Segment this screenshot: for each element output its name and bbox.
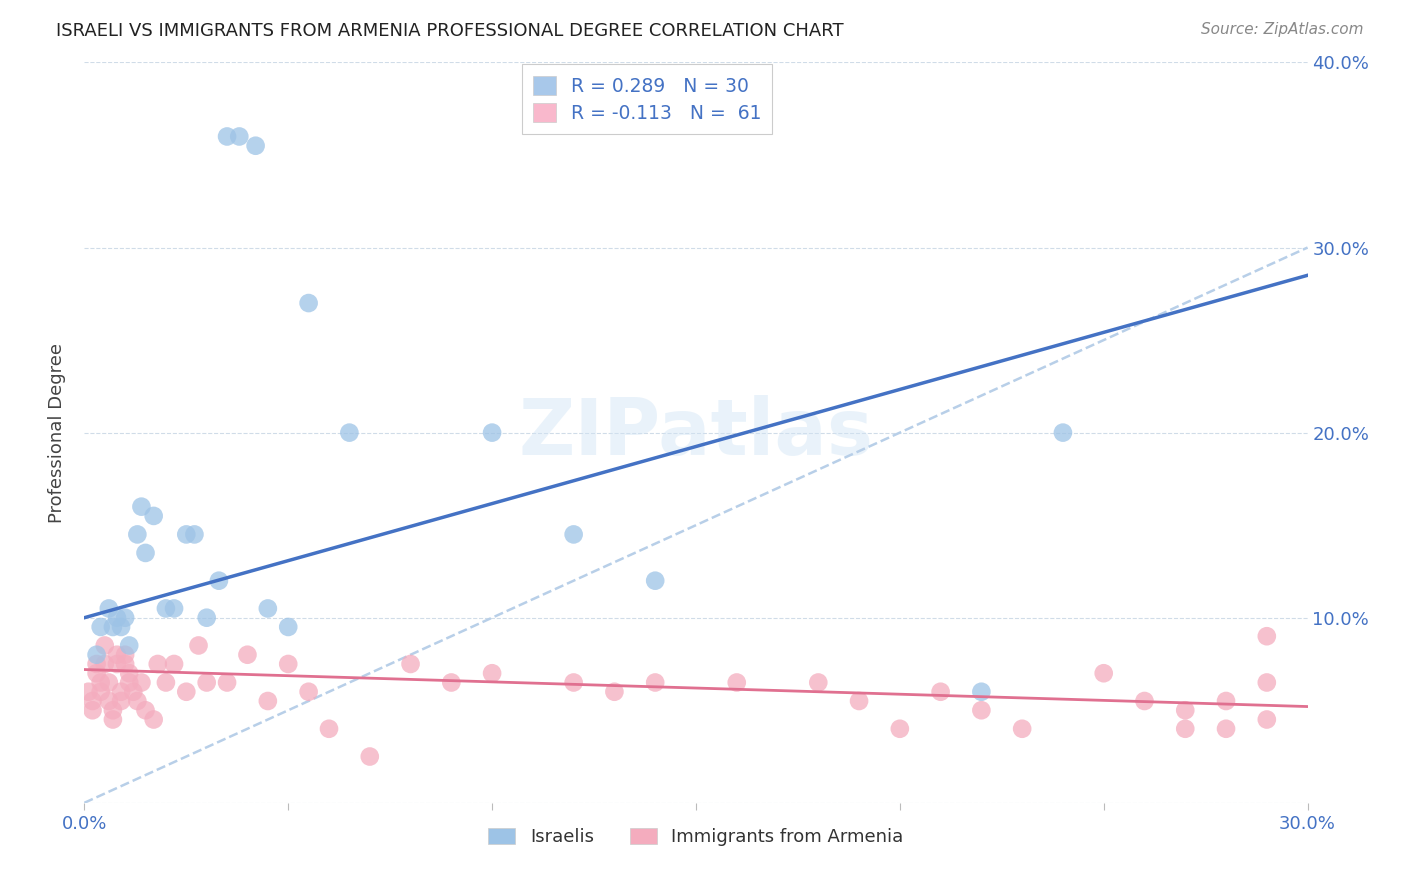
Point bbox=[298, 296, 321, 310]
Point bbox=[481, 425, 503, 440]
Point bbox=[359, 749, 381, 764]
Point bbox=[93, 639, 115, 653]
Point bbox=[146, 657, 169, 671]
Point bbox=[187, 639, 209, 653]
Text: ISRAELI VS IMMIGRANTS FROM ARMENIA PROFESSIONAL DEGREE CORRELATION CHART: ISRAELI VS IMMIGRANTS FROM ARMENIA PROFE… bbox=[56, 22, 844, 40]
Point bbox=[131, 500, 153, 514]
Point bbox=[725, 675, 748, 690]
Point bbox=[97, 601, 120, 615]
Point bbox=[277, 620, 299, 634]
Point bbox=[155, 675, 177, 690]
Point bbox=[277, 657, 299, 671]
Point bbox=[1092, 666, 1115, 681]
Point bbox=[110, 620, 132, 634]
Point bbox=[440, 675, 463, 690]
Point bbox=[97, 694, 120, 708]
Point bbox=[195, 610, 218, 624]
Point bbox=[118, 639, 141, 653]
Point bbox=[1215, 722, 1237, 736]
Point bbox=[1215, 694, 1237, 708]
Point bbox=[155, 601, 177, 615]
Point bbox=[970, 703, 993, 717]
Point bbox=[208, 574, 231, 588]
Point bbox=[105, 648, 128, 662]
Legend: Israelis, Immigrants from Armenia: Israelis, Immigrants from Armenia bbox=[481, 821, 911, 853]
Point bbox=[1256, 713, 1278, 727]
Point bbox=[1011, 722, 1033, 736]
Point bbox=[82, 703, 104, 717]
Point bbox=[101, 620, 124, 634]
Point bbox=[110, 685, 132, 699]
Point bbox=[86, 666, 108, 681]
Point bbox=[195, 675, 218, 690]
Point bbox=[970, 685, 993, 699]
Point bbox=[562, 527, 585, 541]
Point bbox=[1174, 703, 1197, 717]
Point bbox=[77, 685, 100, 699]
Point bbox=[131, 675, 153, 690]
Point bbox=[298, 685, 321, 699]
Point bbox=[163, 657, 186, 671]
Point bbox=[142, 508, 165, 523]
Point bbox=[245, 138, 267, 153]
Point bbox=[644, 574, 666, 588]
Point bbox=[97, 675, 120, 690]
Point bbox=[174, 527, 197, 541]
Point bbox=[135, 703, 157, 717]
Point bbox=[848, 694, 870, 708]
Point bbox=[86, 657, 108, 671]
Point bbox=[217, 129, 239, 144]
Point bbox=[114, 648, 136, 662]
Point bbox=[318, 722, 340, 736]
Point bbox=[481, 666, 503, 681]
Point bbox=[183, 527, 205, 541]
Point bbox=[807, 675, 830, 690]
Point bbox=[644, 675, 666, 690]
Point bbox=[217, 675, 239, 690]
Point bbox=[90, 675, 112, 690]
Point bbox=[163, 601, 186, 615]
Point bbox=[110, 694, 132, 708]
Point bbox=[562, 675, 585, 690]
Point bbox=[101, 703, 124, 717]
Point bbox=[174, 685, 197, 699]
Point bbox=[122, 685, 145, 699]
Point bbox=[929, 685, 952, 699]
Point bbox=[1133, 694, 1156, 708]
Point bbox=[114, 610, 136, 624]
Point bbox=[135, 546, 157, 560]
Point bbox=[127, 527, 149, 541]
Point bbox=[1256, 675, 1278, 690]
Point bbox=[127, 694, 149, 708]
Y-axis label: Professional Degree: Professional Degree bbox=[48, 343, 66, 523]
Point bbox=[339, 425, 361, 440]
Point bbox=[603, 685, 626, 699]
Point bbox=[257, 694, 280, 708]
Point bbox=[105, 657, 128, 671]
Point bbox=[236, 648, 259, 662]
Point bbox=[228, 129, 250, 144]
Point bbox=[82, 694, 104, 708]
Point bbox=[1052, 425, 1074, 440]
Point bbox=[114, 657, 136, 671]
Point bbox=[257, 601, 280, 615]
Point bbox=[118, 666, 141, 681]
Point bbox=[1174, 722, 1197, 736]
Point bbox=[142, 713, 165, 727]
Point bbox=[90, 620, 112, 634]
Point bbox=[105, 610, 128, 624]
Text: ZIPatlas: ZIPatlas bbox=[519, 394, 873, 471]
Point bbox=[86, 648, 108, 662]
Point bbox=[1256, 629, 1278, 643]
Text: Source: ZipAtlas.com: Source: ZipAtlas.com bbox=[1201, 22, 1364, 37]
Point bbox=[399, 657, 422, 671]
Point bbox=[889, 722, 911, 736]
Point bbox=[90, 685, 112, 699]
Point bbox=[118, 675, 141, 690]
Point bbox=[101, 713, 124, 727]
Point bbox=[93, 657, 115, 671]
